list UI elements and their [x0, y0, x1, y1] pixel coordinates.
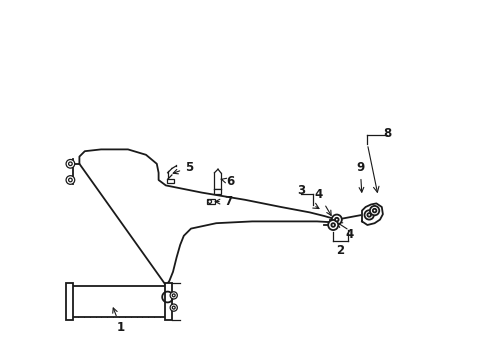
Circle shape	[172, 306, 175, 309]
Circle shape	[170, 292, 177, 299]
Polygon shape	[362, 203, 383, 225]
Text: 3: 3	[297, 184, 305, 197]
Text: 2: 2	[336, 244, 344, 257]
Text: 9: 9	[356, 161, 365, 192]
Circle shape	[331, 223, 335, 227]
Circle shape	[66, 159, 74, 168]
Bar	[167, 179, 174, 183]
Circle shape	[370, 206, 379, 215]
Circle shape	[69, 162, 72, 166]
Bar	[207, 199, 215, 204]
Circle shape	[373, 209, 376, 212]
Circle shape	[332, 215, 342, 225]
Text: 4: 4	[345, 228, 353, 240]
Circle shape	[66, 176, 74, 184]
Circle shape	[172, 294, 175, 297]
Text: 7: 7	[215, 195, 233, 208]
Circle shape	[69, 178, 72, 182]
Text: 5: 5	[173, 161, 194, 174]
Text: 1: 1	[113, 308, 125, 334]
Text: 6: 6	[221, 175, 235, 188]
Circle shape	[170, 304, 177, 311]
Circle shape	[365, 210, 374, 220]
Circle shape	[328, 220, 338, 230]
Bar	[66, 283, 73, 320]
Bar	[165, 283, 172, 320]
Circle shape	[335, 218, 339, 221]
Bar	[214, 189, 221, 194]
Text: 8: 8	[383, 127, 392, 140]
Bar	[72, 286, 166, 317]
Circle shape	[368, 213, 371, 217]
Circle shape	[208, 200, 212, 203]
Text: 4: 4	[315, 188, 331, 215]
